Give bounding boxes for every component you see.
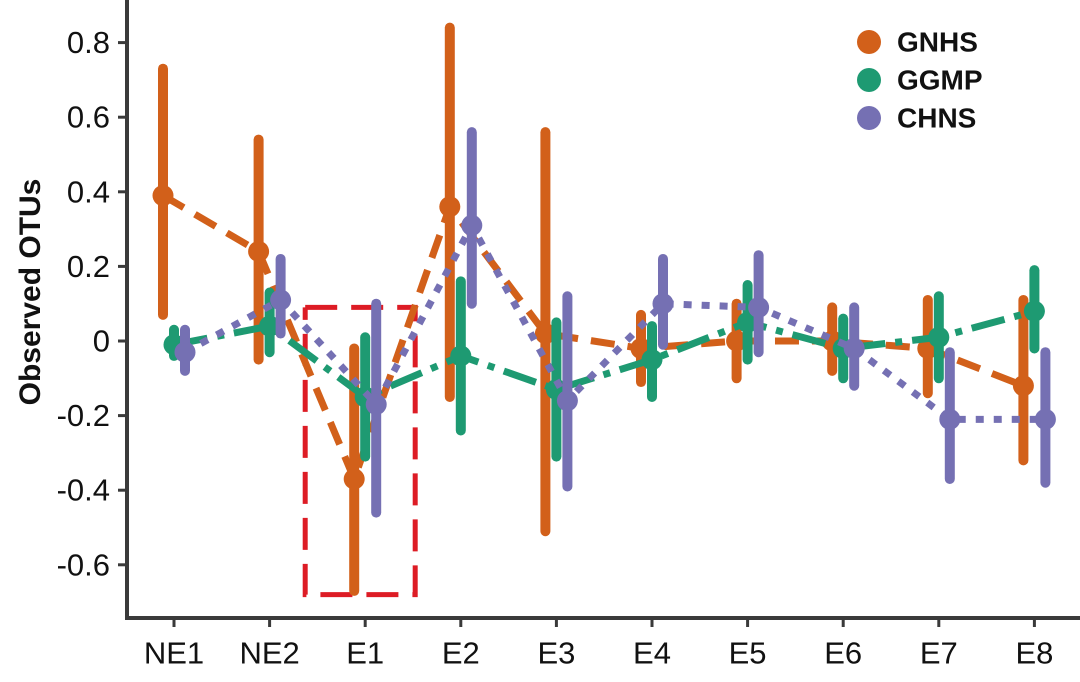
data-point (737, 311, 759, 333)
data-point (365, 393, 387, 415)
axes-layer: -0.6 -0.4 -0.2 0 0.2 0.4 0.6 0.8 NE1 NE2 E1 E2 E3 E4… (14, 0, 1080, 671)
x-tick-label: E2 (442, 636, 480, 671)
data-point (270, 289, 292, 311)
data-point (726, 330, 748, 352)
legend-label: CHNS (897, 103, 976, 134)
legend-marker (857, 106, 881, 130)
series-line (183, 221, 1046, 423)
data-point (343, 468, 365, 490)
data-point (450, 345, 472, 367)
data-point (641, 349, 663, 371)
legend-label: GNHS (897, 27, 978, 58)
x-tick-label: E8 (1015, 636, 1053, 671)
x-tick-label: E4 (633, 636, 671, 671)
x-tick-label: E5 (729, 636, 767, 671)
data-point (1023, 300, 1045, 322)
data-point (1034, 408, 1056, 430)
series-line (173, 307, 1036, 401)
series-gnhs (152, 22, 1034, 596)
x-tick-label: E1 (346, 636, 384, 671)
y-tick-label: -0.6 (57, 547, 110, 582)
data-point (1012, 375, 1034, 397)
data-point (939, 408, 961, 430)
y-tick-label: -0.4 (57, 473, 110, 508)
y-tick-label: 0.2 (67, 249, 110, 284)
x-tick-label: NE2 (239, 636, 299, 671)
data-point (534, 323, 556, 345)
data-point (152, 185, 174, 207)
y-tick-label: 0.4 (67, 174, 110, 209)
data-point (928, 326, 950, 348)
x-tick-label: E7 (920, 636, 958, 671)
legend-label: GGMP (897, 65, 983, 96)
x-tick-label: E6 (824, 636, 862, 671)
data-point (843, 337, 865, 359)
data-point (248, 240, 270, 262)
legend: GNHS GGMP CHNS (857, 27, 983, 134)
y-tick-label: 0.8 (67, 25, 110, 60)
x-tick-label: NE1 (144, 636, 204, 671)
y-tick-label: 0 (93, 324, 110, 359)
x-ticks: NE1 NE2 E1 E2 E3 E4 E5 E6 E7 E8 (144, 618, 1053, 671)
data-point (174, 341, 196, 363)
data-point (748, 296, 770, 318)
y-ticks: -0.6 -0.4 -0.2 0 0.2 0.4 0.6 0.8 (57, 25, 127, 582)
series-line (161, 192, 1025, 483)
y-tick-label: 0.6 (67, 100, 110, 135)
x-tick-label: E3 (537, 636, 575, 671)
series-chns (174, 127, 1056, 518)
y-tick-label: -0.2 (57, 398, 110, 433)
series-layer (152, 22, 1056, 596)
legend-marker (857, 68, 881, 92)
data-point (461, 214, 483, 236)
y-axis-label: Observed OTUs (14, 179, 47, 406)
data-point (556, 390, 578, 412)
data-point (652, 293, 674, 315)
data-point (439, 196, 461, 218)
data-point (259, 315, 281, 337)
legend-marker (857, 30, 881, 54)
